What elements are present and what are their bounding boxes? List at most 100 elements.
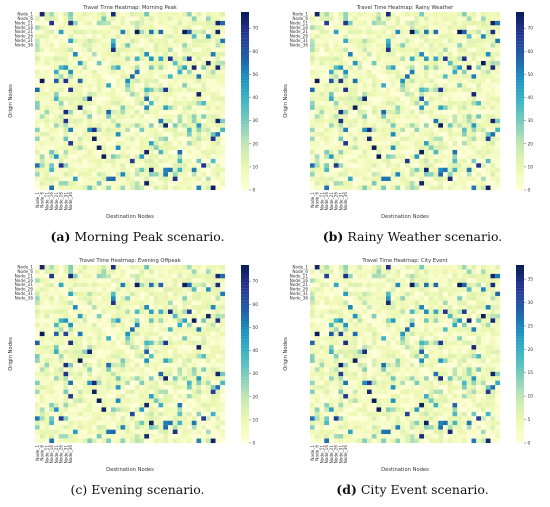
heatmap-cell xyxy=(371,181,377,186)
heatmap-cell xyxy=(215,78,221,84)
heatmap-cell xyxy=(87,429,93,435)
heatmap-cell xyxy=(206,398,211,403)
heatmap-cell xyxy=(39,434,45,439)
heatmap-cell xyxy=(172,385,178,390)
heatmap-cell xyxy=(49,141,55,146)
heatmap-cell xyxy=(206,385,211,390)
heatmap-cell xyxy=(371,29,377,35)
heatmap-cell xyxy=(44,132,50,137)
heatmap-cell xyxy=(343,181,349,186)
heatmap-cell xyxy=(348,92,353,97)
heatmap-cell xyxy=(130,185,135,191)
colorbar-segment xyxy=(516,50,524,54)
heatmap-cell xyxy=(35,181,40,186)
heatmap-cell xyxy=(220,118,226,124)
heatmap-cell xyxy=(210,101,216,106)
heatmap-cell xyxy=(395,145,401,150)
heatmap-cell xyxy=(77,367,83,372)
heatmap-cell xyxy=(177,47,183,53)
heatmap-cell xyxy=(462,56,467,61)
heatmap-cell xyxy=(144,149,150,155)
heatmap-cell xyxy=(153,318,159,323)
heatmap-cell xyxy=(357,34,363,39)
colorbar-segment xyxy=(516,136,524,140)
heatmap-cell xyxy=(73,12,78,17)
heatmap-cell xyxy=(120,78,126,84)
heatmap-cell xyxy=(144,163,150,168)
heatmap-cell xyxy=(187,313,192,319)
heatmap-cell xyxy=(343,101,349,106)
heatmap-cell xyxy=(177,411,183,417)
heatmap-cell xyxy=(139,69,145,75)
heatmap-cell xyxy=(485,92,491,97)
heatmap-cell xyxy=(386,185,391,191)
heatmap-cell xyxy=(206,340,211,346)
heatmap-cell xyxy=(73,434,78,439)
heatmap-cell xyxy=(101,327,107,332)
heatmap-cell xyxy=(466,38,472,44)
heatmap-cell xyxy=(149,16,154,21)
heatmap-cell xyxy=(92,411,97,417)
heatmap-cell xyxy=(177,56,183,61)
heatmap-cell xyxy=(134,74,140,79)
heatmap-cell xyxy=(153,282,159,288)
heatmap-cell xyxy=(371,56,377,61)
heatmap-cell xyxy=(73,300,78,306)
heatmap-cell xyxy=(87,354,93,359)
heatmap-cell xyxy=(196,43,202,48)
heatmap-cell xyxy=(462,109,467,115)
heatmap-cell xyxy=(220,65,226,70)
heatmap-cell xyxy=(177,52,183,57)
heatmap-cell xyxy=(452,181,458,186)
heatmap-cell xyxy=(58,313,64,319)
heatmap-cell xyxy=(149,402,154,408)
heatmap-cell xyxy=(144,60,150,66)
heatmap-cell xyxy=(201,123,207,128)
heatmap-cell xyxy=(134,96,140,102)
heatmap-cell xyxy=(163,429,169,435)
heatmap-cell xyxy=(130,47,135,53)
heatmap-cell xyxy=(77,331,83,337)
heatmap-cell xyxy=(139,411,145,417)
heatmap-cell xyxy=(210,398,216,403)
heatmap-cell xyxy=(395,92,401,97)
heatmap-cell xyxy=(54,425,59,430)
heatmap-cell xyxy=(220,340,226,346)
heatmap-cell xyxy=(405,109,410,115)
heatmap-cell xyxy=(73,92,78,97)
heatmap-cell xyxy=(381,12,387,17)
heatmap-cell xyxy=(63,309,69,314)
heatmap-cell xyxy=(182,16,188,21)
heatmap-cell xyxy=(201,385,207,390)
heatmap-cell xyxy=(495,114,501,119)
heatmap-cell xyxy=(111,416,116,421)
heatmap-cell xyxy=(447,43,453,48)
heatmap-cell xyxy=(182,300,188,306)
heatmap-cell xyxy=(153,87,159,93)
heatmap-cell xyxy=(58,349,64,355)
heatmap-cell xyxy=(134,327,140,332)
heatmap-cell xyxy=(73,158,78,164)
heatmap-cell xyxy=(54,65,59,70)
heatmap-cell xyxy=(196,65,202,70)
heatmap-cell xyxy=(163,349,169,355)
heatmap-cell xyxy=(77,109,83,115)
heatmap-cell xyxy=(35,331,40,337)
heatmap-cell xyxy=(44,181,50,186)
heatmap-cell xyxy=(149,291,154,297)
heatmap-cell xyxy=(367,123,372,128)
heatmap-cell xyxy=(457,145,463,150)
heatmap-cell xyxy=(414,38,420,44)
heatmap-cell xyxy=(187,273,192,279)
heatmap-cell xyxy=(153,181,159,186)
heatmap-cell xyxy=(485,69,491,75)
heatmap-cell xyxy=(35,398,40,403)
heatmap-cell xyxy=(495,181,501,186)
heatmap-cell xyxy=(400,65,406,70)
heatmap-cell xyxy=(39,429,45,435)
heatmap-cell xyxy=(476,34,482,39)
heatmap-cell xyxy=(324,92,330,97)
heatmap-cell xyxy=(220,322,226,328)
heatmap-cell xyxy=(44,149,50,155)
heatmap-cell xyxy=(409,136,415,142)
